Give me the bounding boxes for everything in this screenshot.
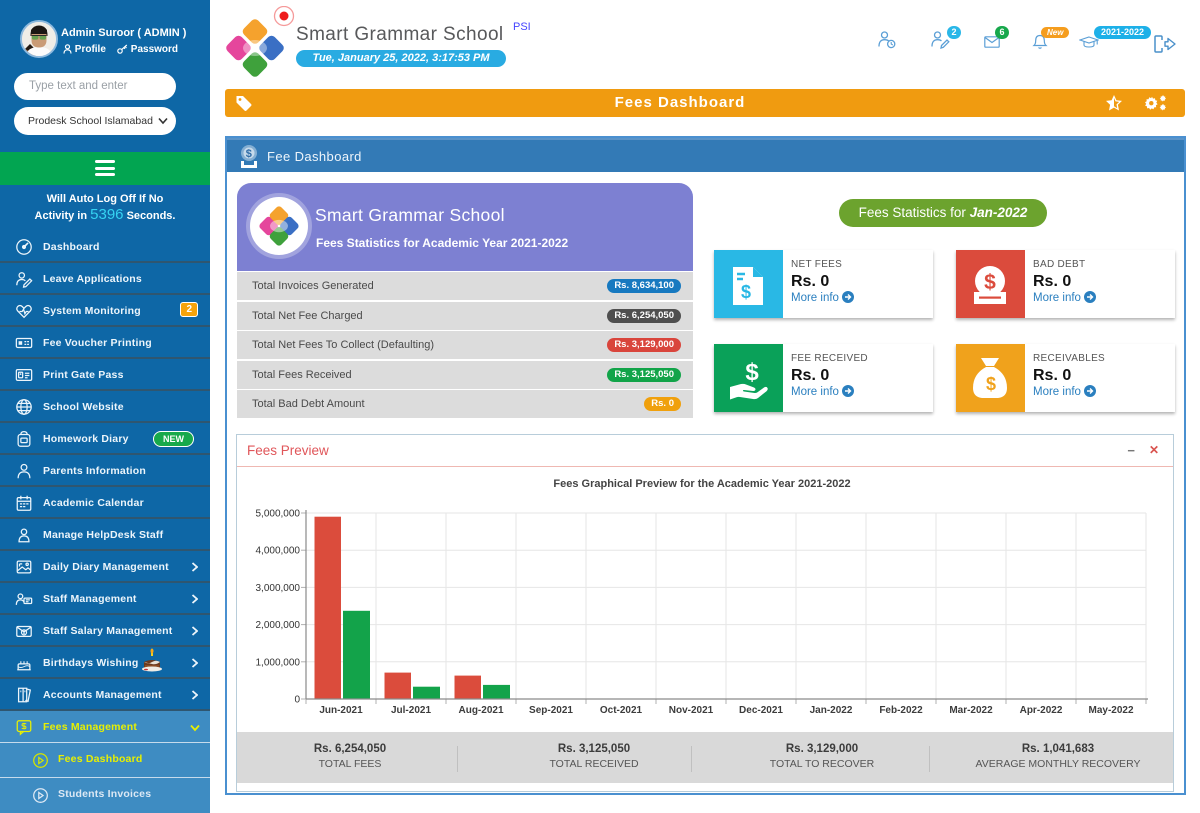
svg-text:Jun-2021: Jun-2021 — [319, 705, 363, 716]
svg-text:Feb-2022: Feb-2022 — [879, 705, 923, 716]
svg-text:$: $ — [986, 374, 996, 394]
svg-text:3,000,000: 3,000,000 — [256, 583, 301, 594]
svg-text:May-2022: May-2022 — [1088, 705, 1133, 716]
svg-text:Jan-2022: Jan-2022 — [810, 705, 853, 716]
svg-text:Apr-2022: Apr-2022 — [1020, 705, 1063, 716]
svg-text:$: $ — [741, 282, 751, 302]
svg-text:1,000,000: 1,000,000 — [256, 657, 301, 668]
svg-text:4,000,000: 4,000,000 — [256, 546, 301, 557]
svg-text:Jul-2021: Jul-2021 — [391, 705, 431, 716]
svg-text:Mar-2022: Mar-2022 — [949, 705, 993, 716]
svg-text:$: $ — [984, 271, 996, 294]
svg-text:5,000,000: 5,000,000 — [256, 509, 301, 520]
svg-text:Nov-2021: Nov-2021 — [669, 705, 714, 716]
svg-text:Fees Graphical Preview for the: Fees Graphical Preview for the Academic … — [553, 478, 850, 490]
svg-text:Oct-2021: Oct-2021 — [600, 705, 643, 716]
svg-text:0: 0 — [294, 695, 300, 706]
svg-text:2,000,000: 2,000,000 — [256, 620, 301, 631]
svg-text:Dec-2021: Dec-2021 — [739, 705, 783, 716]
svg-text:Sep-2021: Sep-2021 — [529, 705, 573, 716]
svg-text:Aug-2021: Aug-2021 — [458, 705, 503, 716]
svg-text:$: $ — [246, 148, 253, 160]
svg-text:$: $ — [745, 359, 759, 386]
